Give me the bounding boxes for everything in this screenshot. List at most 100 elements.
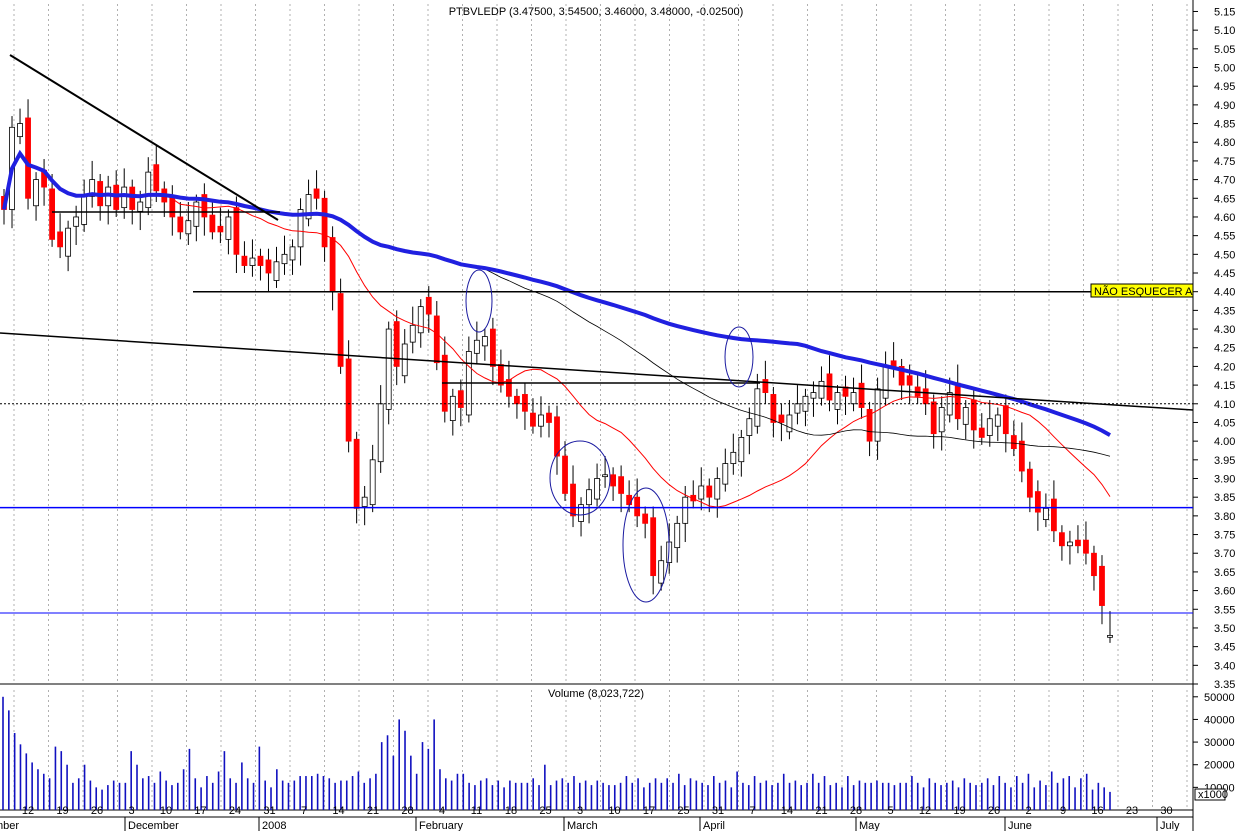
candle-body [874,388,881,442]
price-tick-label: 4.45 [1214,268,1235,280]
x-day-label: 26 [988,805,1000,817]
candle-body [25,117,31,199]
candle-body [49,188,55,240]
price-tick-label: 4.60 [1214,212,1235,224]
candle-body [586,489,592,506]
candle-body [1050,498,1057,532]
candle-body [345,358,352,442]
note-label: NÃO ESQUECER A [1094,285,1193,298]
x-month-label: May [859,820,880,831]
candle-body [906,375,913,386]
candle-body [882,366,889,399]
price-tick-label: 3.35 [1214,679,1235,691]
candle-body [698,485,705,500]
candle-body [1034,491,1041,513]
x-day-label: 5 [887,805,893,817]
candle-body [650,517,657,577]
candle-body [634,496,641,517]
candle-body [73,216,80,227]
price-tick-label: 5.15 [1214,6,1235,18]
candle-body [329,237,336,293]
candle-body [233,207,240,255]
candle-body [834,392,841,410]
candle-body [850,392,857,405]
candle-body [1002,405,1009,435]
candle-body [562,455,568,494]
price-tick-label: 5.10 [1214,25,1235,37]
x-day-label: 12 [22,805,34,817]
candle-body [305,194,312,220]
candle-body [778,414,785,423]
candle-body [473,339,480,354]
candle-body [121,186,128,209]
candle-body [938,407,945,433]
candle-body [538,414,544,427]
candle-body [409,324,416,343]
price-tick-label: 5.05 [1214,44,1235,56]
candle-body [994,414,1001,427]
price-tick-label: 4.50 [1214,249,1235,261]
candle-body [642,513,649,524]
candle-body [690,494,697,502]
volume-unit-label: x1000 [1198,789,1228,801]
candle-body [594,478,600,500]
ma-short-line [3,152,1111,508]
price-tick-label: 3.95 [1214,455,1235,467]
candle-body [738,437,745,463]
candle-body [385,328,392,410]
price-tick-label: 3.65 [1214,567,1235,579]
x-day-label: 25 [539,805,551,817]
candle-body [297,209,304,248]
candle-body [770,394,777,423]
candle-body [866,408,873,442]
volume-tick-label: 20000 [1204,760,1235,772]
highlight-circle [549,440,611,516]
x-day-label: 12 [919,805,931,817]
candle-body [177,216,184,233]
candle-body [449,395,456,421]
candle-body [810,392,817,399]
x-day-label: 7 [749,805,755,817]
x-month-label: mber [0,820,19,831]
candle-body [1107,635,1113,638]
price-tick-label: 4.20 [1214,361,1235,373]
candle-body [618,476,625,494]
x-day-label: 19 [953,805,965,817]
candle-body [81,194,88,225]
candle-body [546,412,552,423]
candle-body [730,451,737,464]
price-tick-label: 4.00 [1214,436,1235,448]
candle-body [898,366,905,386]
price-tick-label: 3.90 [1214,474,1235,486]
candle-body [1042,507,1049,521]
x-day-label: 3 [577,805,583,817]
candle-body [457,390,464,408]
trend-line [0,332,1194,411]
candle-body [522,394,528,412]
candle-body [353,438,360,509]
candle-body [1099,565,1105,606]
candle-body [954,382,961,420]
x-day-label: 10 [160,805,172,817]
x-day-label: 23 [1126,805,1138,817]
candle-body [786,414,793,433]
candle-body [257,255,264,266]
price-title: PTBVLEDP (3.47500, 3.54500, 3.46000, 3.4… [449,6,744,18]
x-day-label: 2 [1025,805,1031,817]
price-tick-label: 4.90 [1214,100,1235,112]
price-tick-label: 4.05 [1214,417,1235,429]
price-tick-label: 3.75 [1214,530,1235,542]
candle-body [249,257,256,266]
candle-body [978,427,985,438]
candle-body [289,246,296,261]
candle-body [377,403,384,463]
candle-body [762,379,769,393]
candle-body [1083,539,1089,554]
x-month-label: December [128,820,179,831]
candle-body [145,171,152,209]
price-tick-label: 3.50 [1214,623,1235,635]
candle-body [714,478,721,500]
candle-body [417,306,424,334]
candle-body [361,496,368,507]
